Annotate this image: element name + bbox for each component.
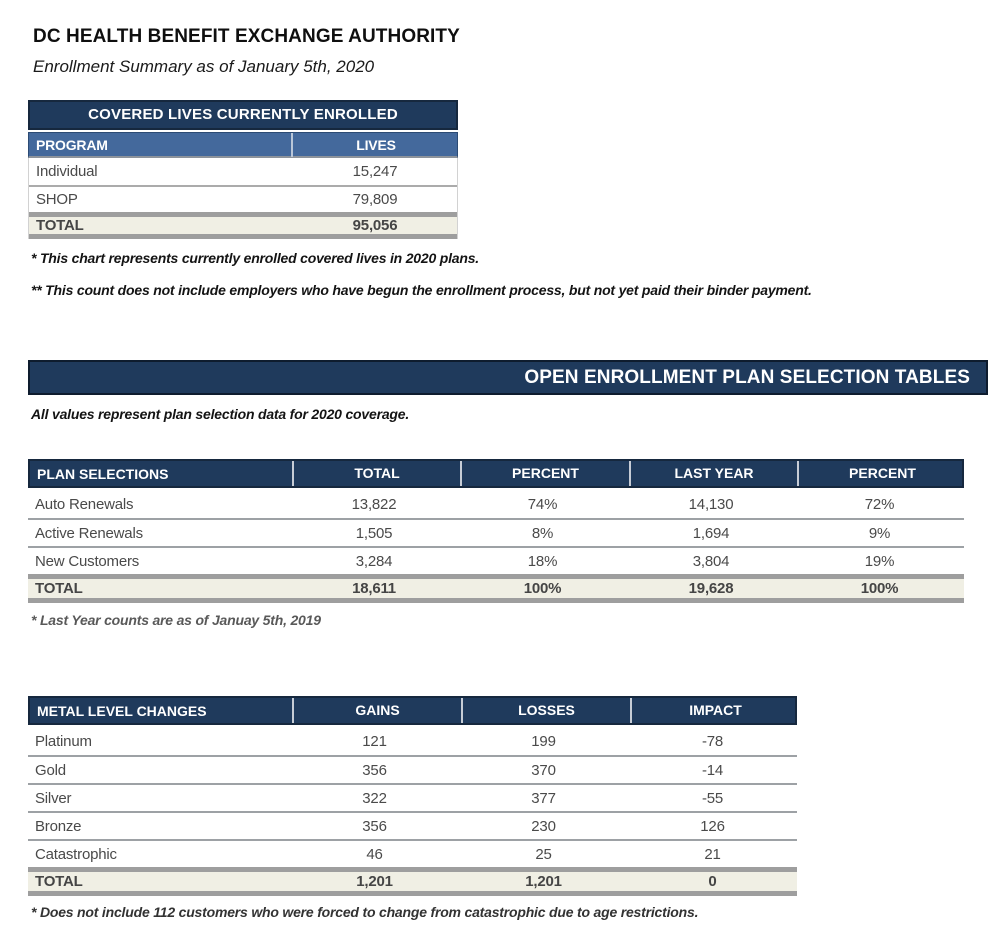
section-note: All values represent plan selection data… bbox=[31, 406, 410, 422]
total-row: TOTAL 1,201 1,201 0 bbox=[28, 867, 797, 896]
total-lives: 95,056 bbox=[352, 217, 398, 234]
column-header-percent: PERCENT bbox=[460, 461, 629, 486]
covered-lives-table: COVERED LIVES CURRENTLY ENROLLED PROGRAM… bbox=[28, 100, 458, 239]
program-cell: Individual bbox=[36, 163, 98, 180]
total-total: 18,611 bbox=[352, 580, 396, 597]
metal-impact: 21 bbox=[704, 845, 721, 863]
total-percent: 100% bbox=[523, 580, 562, 597]
table-row: Gold 356 370 -14 bbox=[28, 755, 797, 783]
metal-gains: 356 bbox=[362, 817, 387, 835]
plan-last-year: 14,130 bbox=[688, 495, 734, 513]
table-row: New Customers 3,284 18% 3,804 19% bbox=[28, 546, 964, 574]
column-header-plan-selections: PLAN SELECTIONS bbox=[37, 465, 169, 482]
total-impact: 0 bbox=[708, 873, 717, 890]
lives-cell: 79,809 bbox=[352, 191, 398, 208]
column-header-lives: LIVES bbox=[291, 133, 459, 157]
metal-level-body: Platinum 121 199 -78 Gold 356 370 -14 Si… bbox=[28, 727, 797, 896]
metal-level-footnote: * Does not include 112 customers who wer… bbox=[31, 904, 699, 920]
plan-last-year-percent: 72% bbox=[864, 495, 895, 513]
metal-gains: 46 bbox=[366, 845, 383, 863]
total-label: TOTAL bbox=[35, 580, 83, 597]
plan-selections-body: Auto Renewals 13,822 74% 14,130 72% Acti… bbox=[28, 490, 964, 603]
plan-last-year-percent: 19% bbox=[864, 552, 895, 570]
table-row: Bronze 356 230 126 bbox=[28, 811, 797, 839]
metal-losses: 199 bbox=[531, 732, 556, 750]
total-row: TOTAL 18,611 100% 19,628 100% bbox=[28, 574, 964, 603]
metal-impact: -78 bbox=[701, 732, 724, 750]
metal-level-table: METAL LEVEL CHANGES GAINS LOSSES IMPACT … bbox=[28, 696, 797, 896]
metal-level-header-row: METAL LEVEL CHANGES GAINS LOSSES IMPACT bbox=[28, 696, 797, 725]
page-title: DC HEALTH BENEFIT EXCHANGE AUTHORITY bbox=[33, 26, 460, 47]
table-row: Individual 15,247 bbox=[29, 158, 457, 185]
section-header-label: OPEN ENROLLMENT PLAN SELECTION TABLES bbox=[524, 366, 970, 388]
covered-lives-header-row: PROGRAM LIVES bbox=[28, 132, 458, 158]
plan-percent: 8% bbox=[531, 524, 554, 542]
covered-lives-footnote-1: * This chart represents currently enroll… bbox=[31, 250, 479, 266]
section-header-bar: OPEN ENROLLMENT PLAN SELECTION TABLES bbox=[28, 360, 988, 395]
metal-losses: 230 bbox=[531, 817, 556, 835]
column-header-losses: LOSSES bbox=[461, 698, 630, 723]
plan-label: Active Renewals bbox=[35, 524, 143, 542]
plan-selections-header-row: PLAN SELECTIONS TOTAL PERCENT LAST YEAR … bbox=[28, 459, 964, 488]
column-header-gains: GAINS bbox=[292, 698, 461, 723]
metal-label: Bronze bbox=[35, 817, 82, 835]
covered-lives-footnote-2: ** This count does not include employers… bbox=[31, 282, 812, 298]
plan-last-year-percent: 9% bbox=[868, 524, 891, 542]
metal-impact: -14 bbox=[701, 761, 724, 779]
plan-total: 1,505 bbox=[355, 524, 393, 542]
table-row: Catastrophic 46 25 21 bbox=[28, 839, 797, 867]
total-row: TOTAL 95,056 bbox=[29, 212, 457, 239]
column-header-last-year-percent: PERCENT bbox=[797, 461, 966, 486]
table-row: SHOP 79,809 bbox=[29, 185, 457, 212]
plan-total: 3,284 bbox=[355, 552, 393, 570]
table-row: Active Renewals 1,505 8% 1,694 9% bbox=[28, 518, 964, 546]
plan-last-year: 3,804 bbox=[692, 552, 730, 570]
metal-losses: 370 bbox=[531, 761, 556, 779]
table-row: Auto Renewals 13,822 74% 14,130 72% bbox=[28, 490, 964, 518]
plan-last-year: 1,694 bbox=[692, 524, 730, 542]
total-label: TOTAL bbox=[36, 217, 84, 234]
column-header-metal-level-changes: METAL LEVEL CHANGES bbox=[37, 702, 207, 719]
metal-label: Gold bbox=[35, 761, 66, 779]
metal-impact: -55 bbox=[701, 789, 724, 807]
total-losses: 1,201 bbox=[525, 873, 562, 890]
column-header-total: TOTAL bbox=[292, 461, 460, 486]
plan-label: New Customers bbox=[35, 552, 140, 570]
metal-losses: 25 bbox=[535, 845, 552, 863]
total-label: TOTAL bbox=[35, 873, 83, 890]
column-header-impact: IMPACT bbox=[630, 698, 799, 723]
plan-total: 13,822 bbox=[351, 495, 397, 513]
program-cell: SHOP bbox=[36, 191, 78, 208]
plan-label: Auto Renewals bbox=[35, 495, 134, 513]
metal-label: Silver bbox=[35, 789, 72, 807]
document-page: DC HEALTH BENEFIT EXCHANGE AUTHORITY Enr… bbox=[28, 26, 988, 920]
table-row: Platinum 121 199 -78 bbox=[28, 727, 797, 755]
metal-losses: 377 bbox=[531, 789, 556, 807]
metal-gains: 121 bbox=[362, 732, 387, 750]
plan-percent: 18% bbox=[527, 552, 558, 570]
column-header-last-year: LAST YEAR bbox=[629, 461, 797, 486]
lives-cell: 15,247 bbox=[352, 163, 398, 180]
plan-selections-footnote: * Last Year counts are as of Januay 5th,… bbox=[31, 612, 321, 628]
plan-percent: 74% bbox=[527, 495, 558, 513]
covered-lives-body: Individual 15,247 SHOP 79,809 TOTAL 95,0… bbox=[28, 158, 458, 239]
metal-impact: 126 bbox=[700, 817, 725, 835]
total-gains: 1,201 bbox=[356, 873, 393, 890]
total-last-year-percent: 100% bbox=[860, 580, 899, 597]
metal-label: Platinum bbox=[35, 732, 92, 750]
covered-lives-caption: COVERED LIVES CURRENTLY ENROLLED bbox=[28, 100, 458, 130]
plan-selections-table: PLAN SELECTIONS TOTAL PERCENT LAST YEAR … bbox=[28, 459, 964, 603]
column-header-program: PROGRAM bbox=[36, 137, 108, 153]
page-subtitle: Enrollment Summary as of January 5th, 20… bbox=[33, 57, 375, 76]
total-last-year: 19,628 bbox=[688, 580, 734, 597]
table-row: Silver 322 377 -55 bbox=[28, 783, 797, 811]
metal-label: Catastrophic bbox=[35, 845, 117, 863]
metal-gains: 322 bbox=[362, 789, 387, 807]
metal-gains: 356 bbox=[362, 761, 387, 779]
